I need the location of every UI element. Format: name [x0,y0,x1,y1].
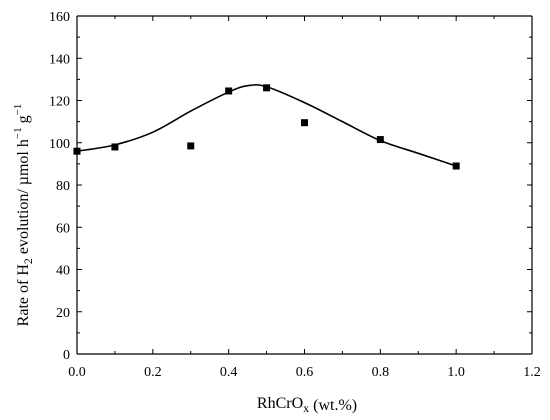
y-tick-label: 20 [56,306,70,321]
data-point [301,119,308,127]
data-point [73,147,81,155]
y-tick-label: 100 [49,137,70,152]
y-tick-label: 160 [49,10,70,25]
data-point [452,162,460,170]
y-axis-title-superscript-2: −1 [12,104,24,116]
y-tick-label: 120 [49,95,70,110]
data-point [225,87,233,95]
data-point [376,136,384,144]
x-tick-label: 0.4 [220,365,238,380]
y-tick-label: 0 [63,348,70,363]
data-markers [73,84,460,170]
y-tick-label: 140 [49,52,70,67]
fit-curve [76,84,457,167]
x-tick-label: 1.0 [447,365,465,380]
data-point [263,84,271,92]
y-axis-title-mid: g [15,115,32,127]
x-axis-title-suffix: (wt.%) [309,397,357,414]
x-tick-label: 0.6 [296,365,314,380]
y-ticks: 0 20 40 60 80 100 120 140 160 [49,10,532,363]
x-tick-label: 0.0 [68,365,86,380]
y-axis-title-post: evolution/ µmol h [15,139,32,258]
y-axis-title-superscript-1: −1 [12,127,24,139]
y-axis-title-subscript: 2 [21,258,35,264]
data-point [111,143,119,151]
y-tick-label: 80 [56,179,70,194]
y-axis-title: Rate of H2 evolution/ µmol h−1 g−1 [12,104,35,327]
x-ticks: 0.0 0.2 0.4 0.6 0.8 1.0 1.2 [68,16,541,380]
x-tick-label: 0.8 [372,365,390,380]
y-tick-label: 60 [56,221,70,236]
y-axis-title-pre: Rate of H [15,264,32,327]
x-tick-label: 1.2 [523,365,541,380]
x-axis-title: RhCrOx (wt.%) [257,395,357,415]
x-axis-title-main: RhCrO [257,395,303,412]
y-tick-label: 40 [56,264,70,279]
x-tick-label: 0.2 [144,365,162,380]
data-point [187,142,195,150]
x-axis-title-subscript: x [303,401,309,415]
plot-area: 0.0 0.2 0.4 0.6 0.8 1.0 1.2 0 20 40 60 80 100 120 140… [49,10,541,380]
